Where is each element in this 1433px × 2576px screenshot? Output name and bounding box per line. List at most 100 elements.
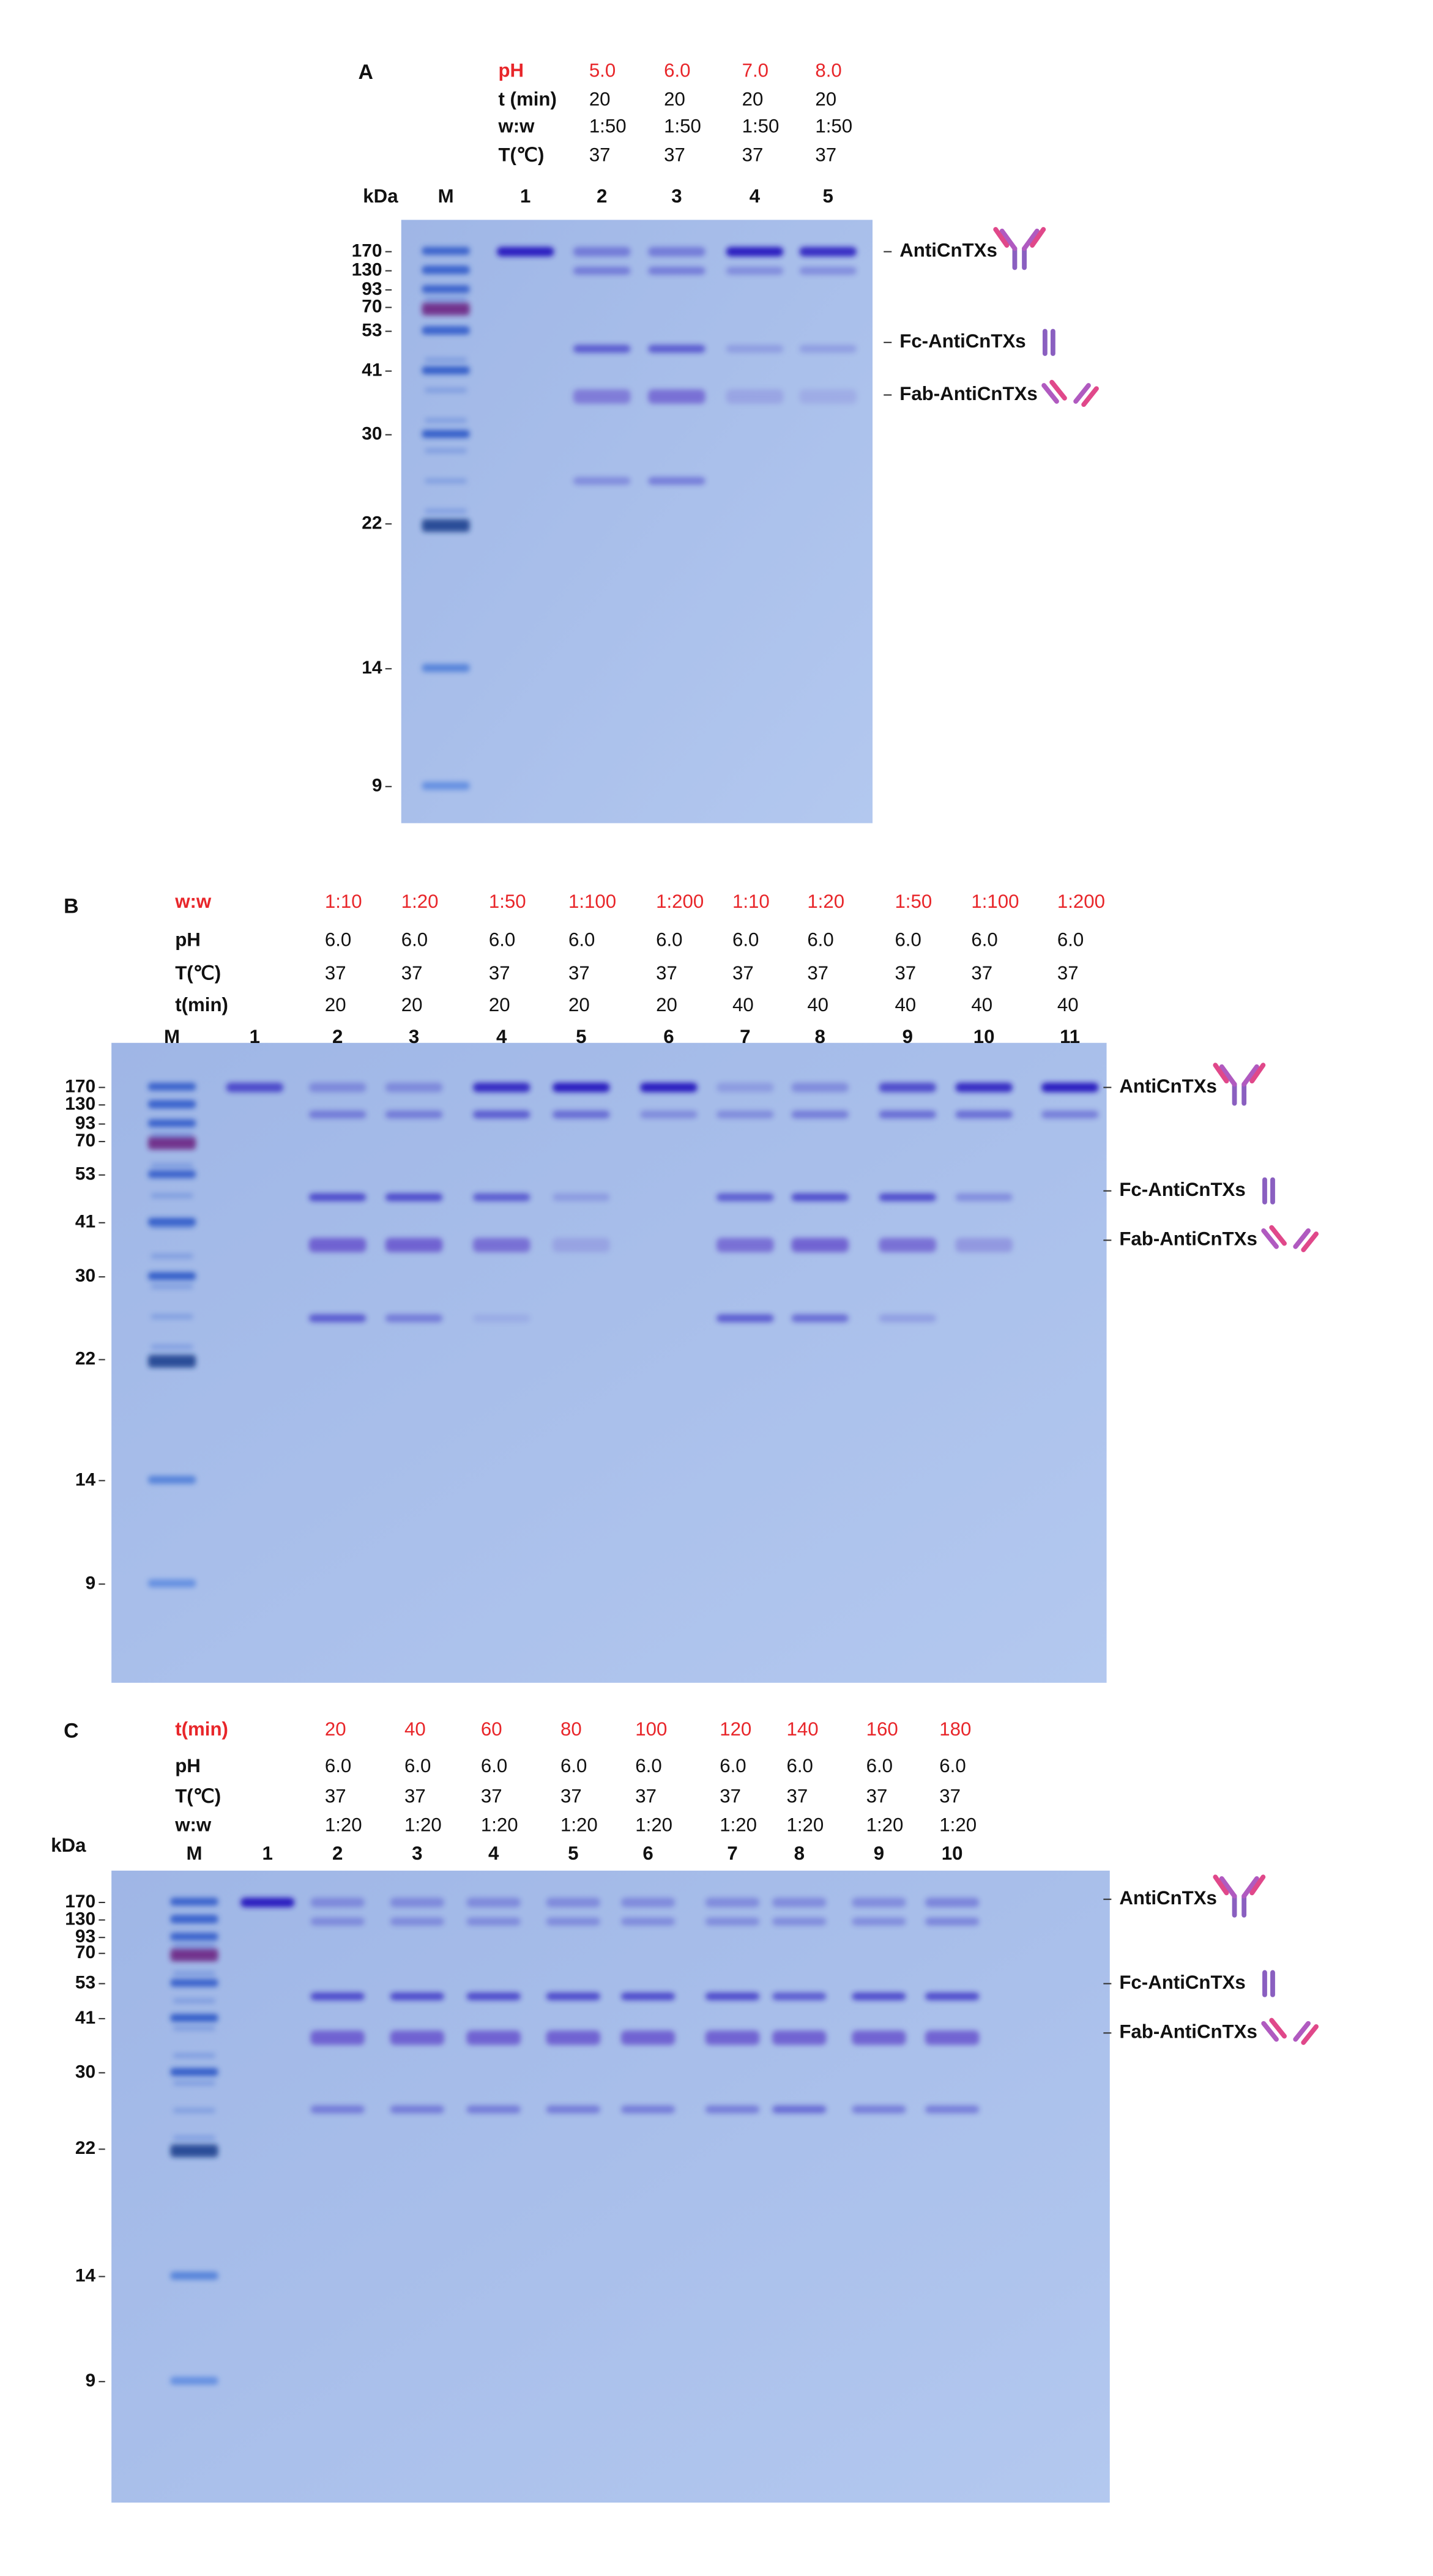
ladder-band bbox=[422, 781, 470, 790]
condition-value: 20 bbox=[401, 994, 423, 1015]
protein-band bbox=[716, 1314, 774, 1323]
protein-band bbox=[1041, 1110, 1099, 1119]
protein-band bbox=[640, 1110, 698, 1119]
ladder-band bbox=[170, 1898, 218, 1906]
ladder-faint bbox=[173, 2053, 215, 2058]
icon-part bbox=[1261, 2021, 1279, 2042]
protein-band bbox=[552, 1110, 610, 1119]
band-label: Fc-AntiCnTXs bbox=[1119, 1972, 1245, 1993]
lane-label: 4 bbox=[750, 185, 761, 207]
condition-value: 20 bbox=[656, 994, 677, 1015]
band-label: AntiCnTXs bbox=[899, 240, 997, 261]
protein-band bbox=[310, 1917, 365, 1926]
protein-band bbox=[546, 1992, 601, 2000]
ladder-faint bbox=[151, 1314, 193, 1320]
lane-label: 7 bbox=[740, 1026, 750, 1047]
protein-band bbox=[879, 1082, 937, 1093]
lane-label: 6 bbox=[642, 1843, 653, 1864]
protein-band bbox=[466, 1992, 521, 2000]
condition-value: 1:100 bbox=[568, 891, 616, 912]
protein-band bbox=[472, 1110, 530, 1119]
protein-band bbox=[716, 1193, 774, 1201]
icon-part bbox=[1293, 1228, 1311, 1249]
icon-part bbox=[1301, 1231, 1319, 1252]
ladder-faint bbox=[151, 1193, 193, 1198]
lane-label: M bbox=[164, 1026, 180, 1047]
condition-value: 6.0 bbox=[489, 929, 515, 950]
protein-band bbox=[552, 1238, 610, 1252]
condition-value: 37 bbox=[732, 962, 754, 984]
protein-band bbox=[385, 1314, 443, 1323]
protein-band bbox=[390, 2030, 445, 2045]
lane-label: 10 bbox=[973, 1026, 995, 1047]
lane-label: 5 bbox=[576, 1026, 586, 1047]
protein-band bbox=[472, 1082, 530, 1093]
protein-band bbox=[546, 1898, 601, 1907]
protein-band bbox=[925, 1898, 980, 1907]
condition-value: 7.0 bbox=[742, 60, 769, 81]
protein-band bbox=[852, 1898, 906, 1907]
condition-value: 6.0 bbox=[481, 1755, 507, 1776]
icon-part bbox=[1269, 1225, 1287, 1246]
protein-band bbox=[879, 1193, 937, 1201]
condition-label: t(min) bbox=[175, 994, 228, 1015]
condition-value: 37 bbox=[404, 1785, 426, 1806]
icon-part bbox=[999, 228, 1018, 251]
condition-value: 37 bbox=[656, 962, 677, 984]
protein-band bbox=[573, 267, 631, 275]
condition-value: 180 bbox=[939, 1718, 971, 1740]
protein-band bbox=[772, 1992, 827, 2000]
antibody-icon bbox=[1261, 1225, 1319, 1252]
marker-label: 170 bbox=[65, 1077, 95, 1097]
condition-value: 20 bbox=[489, 994, 510, 1015]
lane-label: 8 bbox=[814, 1026, 825, 1047]
protein-band bbox=[648, 247, 705, 257]
condition-value: 1:50 bbox=[489, 891, 526, 912]
protein-band bbox=[726, 267, 784, 275]
marker-label: 14 bbox=[75, 2265, 96, 2285]
icon-part bbox=[1213, 1874, 1229, 1896]
condition-value: 40 bbox=[732, 994, 754, 1015]
ladder-band bbox=[422, 285, 470, 294]
condition-value: 1:50 bbox=[664, 116, 701, 137]
protein-band bbox=[791, 1110, 849, 1119]
condition-label: t(min) bbox=[175, 1718, 228, 1740]
protein-band bbox=[799, 247, 857, 257]
lane-label: M bbox=[438, 185, 454, 207]
protein-band bbox=[620, 1992, 676, 2000]
lane-label: 4 bbox=[488, 1843, 499, 1864]
protein-band bbox=[466, 1898, 521, 1907]
protein-band bbox=[925, 2030, 980, 2045]
protein-band bbox=[308, 1082, 367, 1093]
protein-band bbox=[390, 1898, 445, 1907]
protein-band bbox=[620, 1917, 676, 1926]
lane-label: 6 bbox=[663, 1026, 674, 1047]
band-label: Fc-AntiCnTXs bbox=[1119, 1179, 1245, 1200]
icon-part bbox=[1293, 2021, 1311, 2042]
condition-value: 37 bbox=[325, 1785, 346, 1806]
ladder-band bbox=[422, 664, 470, 672]
antibody-icon bbox=[1261, 2017, 1319, 2045]
marker-label: 30 bbox=[362, 424, 382, 444]
gel bbox=[111, 1870, 1110, 2503]
marker-label: 130 bbox=[65, 1909, 95, 1929]
protein-band bbox=[799, 344, 857, 353]
marker-label: 14 bbox=[362, 658, 382, 678]
condition-value: 1:20 bbox=[401, 891, 439, 912]
protein-band bbox=[546, 1917, 601, 1926]
condition-value: 37 bbox=[635, 1785, 657, 1806]
condition-value: 6.0 bbox=[560, 1755, 587, 1776]
lane-label: 5 bbox=[822, 185, 833, 207]
ladder-faint bbox=[425, 387, 467, 393]
protein-band bbox=[310, 1898, 365, 1907]
icon-part bbox=[1049, 379, 1067, 401]
protein-band bbox=[705, 1992, 760, 2000]
icon-part bbox=[1249, 1063, 1266, 1084]
protein-band bbox=[385, 1238, 443, 1252]
condition-value: 37 bbox=[807, 962, 828, 984]
condition-value: 37 bbox=[1057, 962, 1079, 984]
protein-band bbox=[308, 1238, 367, 1252]
protein-band bbox=[726, 389, 784, 404]
protein-band bbox=[716, 1110, 774, 1119]
condition-value: 37 bbox=[815, 144, 836, 166]
